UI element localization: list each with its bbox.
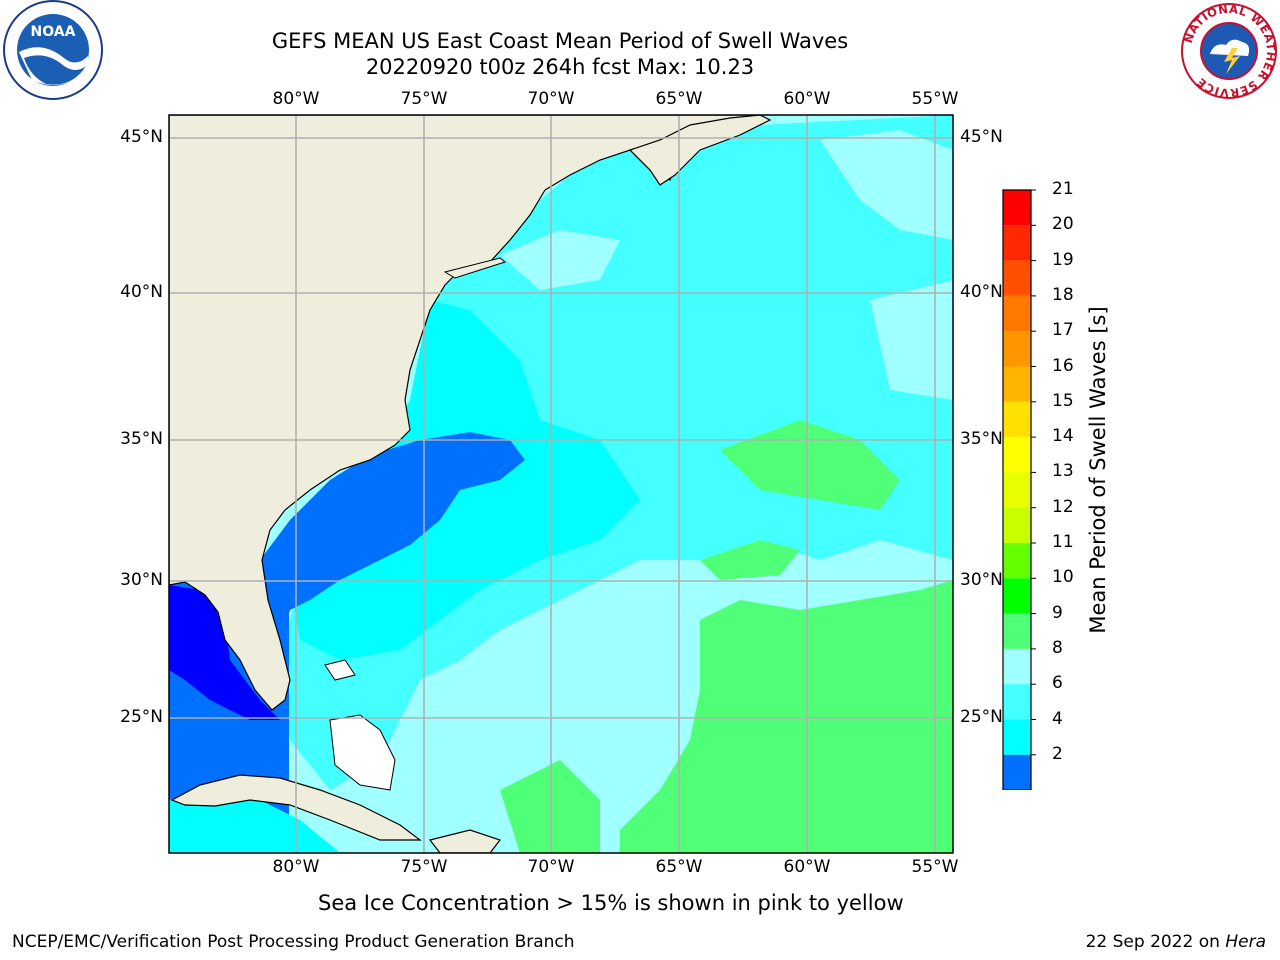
colorbar-label: Mean Period of Swell Waves [s] — [1086, 306, 1110, 634]
lat-label-left-30n: 30°N — [120, 570, 163, 590]
lat-label-left-45n: 45°N — [120, 127, 163, 147]
colorbar-tick-label: 21 — [1052, 179, 1074, 199]
sea-ice-caption: Sea Ice Concentration > 15% is shown in … — [318, 891, 904, 915]
period-class-2-4-shelf — [260, 432, 525, 640]
period-class-9-10 — [620, 580, 953, 853]
lon-label-bottom-55w: 55°W — [911, 857, 959, 877]
colorbar-segment — [1003, 366, 1031, 402]
footer-date: 22 Sep 2022 on Hera — [1086, 932, 1266, 952]
colorbar-tick-label: 14 — [1052, 426, 1074, 447]
colorbar-tick-label: 9 — [1052, 602, 1063, 623]
map-subtitle: 20220920 t00z 264h fcst Max: 10.23 — [365, 55, 755, 79]
colorbar-tick-label: 19 — [1052, 249, 1074, 270]
lon-label-top-80w: 80°W — [272, 89, 320, 109]
lon-label-top-55w: 55°W — [911, 89, 959, 109]
nws-logo-icon: NATIONAL WEATHER SERVICE — [1181, 2, 1278, 100]
period-class-9-10-patch — [720, 420, 900, 510]
cuba-land — [170, 774, 422, 841]
lon-label-bottom-75w: 75°W — [400, 857, 448, 877]
colorbar — [1002, 189, 1036, 790]
period-class-8-9-east — [870, 280, 953, 400]
colorbar-tick-label: 4 — [1052, 708, 1063, 729]
period-class-9-10-south — [500, 760, 600, 853]
colorbar-segment — [1003, 331, 1031, 367]
colorbar-tick-label: 16 — [1052, 355, 1074, 376]
lat-label-right-25n: 25°N — [960, 707, 1003, 727]
bahamas-north — [324, 659, 356, 681]
gulf-class-under-2 — [169, 585, 280, 720]
noaa-logo-icon: NOAA — [3, 0, 103, 100]
gridlines — [169, 115, 953, 853]
long-island-land — [443, 257, 507, 279]
lat-label-right-40n: 40°N — [960, 282, 1003, 302]
lon-label-top-75w: 75°W — [400, 89, 448, 109]
colorbar-segment — [1003, 260, 1031, 296]
colorbar-tick-label: 15 — [1052, 390, 1074, 411]
colorbar-tick-label: 20 — [1052, 214, 1074, 235]
colorbar-segment — [1003, 190, 1031, 226]
period-class-8-9-north — [500, 230, 620, 290]
colorbar-segment — [1003, 719, 1031, 755]
lat-label-left-25n: 25°N — [120, 707, 163, 727]
period-class-8-9-northeast — [820, 130, 953, 240]
colorbar-tick-label: 6 — [1052, 673, 1063, 694]
colorbar-segment — [1003, 578, 1031, 614]
map-title: GEFS MEAN US East Coast Mean Period of S… — [271, 29, 849, 53]
period-class-6-8 — [280, 115, 953, 790]
colorbar-tick-label: 2 — [1052, 743, 1063, 764]
colorbar-tick-label: 12 — [1052, 496, 1074, 517]
colorbar-segment — [1003, 472, 1031, 508]
colorbar-tick-label: 10 — [1052, 567, 1074, 588]
lon-label-bottom-70w: 70°W — [527, 857, 575, 877]
lat-label-left-35n: 35°N — [120, 429, 163, 449]
noaa-logo-text: NOAA — [31, 24, 76, 40]
colorbar-segment — [1003, 295, 1031, 332]
lon-label-top-65w: 65°W — [655, 89, 703, 109]
colorbar-segment — [1003, 543, 1031, 579]
colorbar-segment — [1003, 684, 1031, 720]
colorbar-tick-label: 18 — [1052, 284, 1074, 305]
colorbar-segment — [1003, 507, 1031, 543]
period-class-9-10-patch2 — [700, 540, 800, 580]
lon-label-bottom-65w: 65°W — [655, 857, 703, 877]
lat-label-right-45n: 45°N — [960, 127, 1003, 147]
lat-label-right-35n: 35°N — [960, 429, 1003, 449]
footer-date-text: 22 Sep 2022 on — [1085, 932, 1226, 952]
nova-scotia-land — [628, 115, 772, 186]
footer-host: Hera — [1225, 932, 1266, 952]
colorbar-segment — [1003, 401, 1031, 438]
footer-credit: NCEP/EMC/Verification Post Processing Pr… — [12, 932, 575, 952]
lat-label-right-30n: 30°N — [960, 570, 1003, 590]
lon-label-bottom-60w: 60°W — [783, 857, 831, 877]
lon-label-bottom-80w: 80°W — [272, 857, 320, 877]
colorbar-segment — [1003, 754, 1031, 790]
colorbar-tick-label: 11 — [1052, 532, 1074, 552]
colorbar-segment — [1003, 613, 1031, 649]
colorbar-segment — [1003, 437, 1031, 473]
colorbar-outline — [1002, 189, 1032, 790]
colorbar-segment — [1003, 225, 1031, 261]
hispaniola-land — [428, 829, 501, 853]
map-frame — [168, 114, 954, 854]
lon-label-top-60w: 60°W — [783, 89, 831, 109]
colorbar-tick-label: 8 — [1052, 637, 1063, 658]
colorbar-tick-label: 13 — [1052, 461, 1074, 482]
lon-label-top-70w: 70°W — [527, 89, 575, 109]
lat-label-left-40n: 40°N — [120, 282, 163, 302]
colorbar-tick-label: 17 — [1052, 320, 1074, 341]
colorbar-segment — [1003, 648, 1031, 685]
